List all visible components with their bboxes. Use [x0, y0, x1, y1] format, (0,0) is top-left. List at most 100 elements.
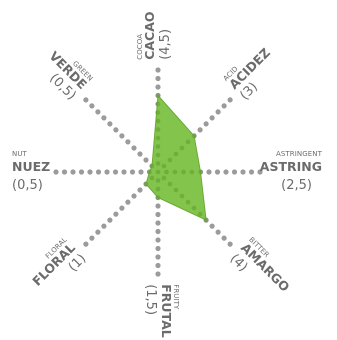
flavor-profile-area	[145, 95, 207, 221]
axis-dot-inside	[155, 118, 161, 124]
axis-dot-inside	[167, 181, 173, 187]
axis-dot-inside	[155, 93, 161, 98]
axis-dot	[143, 157, 149, 163]
axis-dot	[203, 121, 209, 127]
axis-en-label: FRUITY	[172, 284, 180, 310]
axis-dot	[155, 203, 161, 209]
axis-dot	[138, 169, 144, 175]
axis-dot	[113, 127, 119, 133]
axis-dot	[214, 169, 221, 175]
axis-dot-inside	[155, 135, 161, 141]
axis-dot	[129, 169, 136, 175]
axis-score-label: (0,5)	[12, 178, 43, 193]
axis-dot	[95, 229, 101, 235]
axis-es-label: FRUTAL	[159, 284, 174, 338]
axis-dot-inside	[185, 139, 191, 145]
axis-dot-inside	[155, 144, 161, 149]
axis-dot	[155, 67, 161, 73]
axis-dot-inside	[161, 175, 167, 181]
axis-en-label: NUT	[12, 150, 28, 158]
axis-dot	[215, 229, 221, 235]
axis-dot-inside	[147, 169, 152, 175]
axis-floral-dots	[83, 175, 155, 247]
axis-score-label: (4,5)	[158, 29, 173, 60]
axis-dot	[209, 115, 215, 121]
axis-dot-inside	[185, 199, 191, 205]
axis-dots-overlay	[143, 93, 209, 223]
axis-dot-inside	[191, 205, 197, 211]
axis-dot	[155, 84, 161, 90]
axis-dot-inside	[197, 211, 203, 217]
axis-dot	[223, 169, 229, 175]
axis-dot	[78, 169, 85, 175]
axis-nut-dots	[53, 169, 153, 175]
axis-dot	[112, 169, 119, 175]
axis-dot	[257, 169, 263, 175]
axis-dot	[197, 127, 203, 133]
axis-dot	[125, 199, 131, 205]
axis-dot-inside	[173, 151, 179, 157]
axis-dot	[131, 193, 137, 199]
axis-dot-inside	[164, 169, 169, 175]
axis-dot	[155, 75, 161, 82]
axis-dot	[95, 169, 102, 175]
axis-dot	[89, 103, 95, 109]
axis-dot	[209, 223, 215, 229]
flavor-profile-polygon	[145, 95, 207, 221]
axis-dot	[231, 169, 238, 175]
axis-dot	[248, 169, 255, 175]
axis-dot-inside	[198, 169, 203, 175]
axis-dot	[121, 169, 127, 175]
axis-dot-inside	[155, 110, 161, 115]
axis-dot	[95, 109, 101, 115]
axis-dot	[101, 223, 107, 229]
axis-dot-inside	[149, 163, 155, 169]
axis-dot	[119, 205, 125, 211]
axis-es-label: CACAO	[142, 11, 157, 59]
axis-es-label: ASTRING	[260, 159, 322, 174]
axis-dot	[131, 145, 137, 151]
axis-dot-inside	[167, 157, 173, 163]
axis-dot	[113, 211, 119, 217]
axis-es-label: NUEZ	[12, 159, 50, 174]
axis-dot	[221, 235, 227, 241]
axis-dot	[119, 133, 125, 139]
axis-score-label: (2,5)	[281, 178, 312, 193]
axis-dot	[70, 169, 76, 175]
axis-dot	[155, 262, 161, 269]
axis-dot	[155, 220, 161, 226]
axis-dot	[215, 109, 221, 115]
axis-dot	[89, 235, 95, 241]
axis-dot-inside	[161, 163, 167, 169]
axis-dot	[107, 217, 113, 223]
axis-dot-inside	[172, 169, 178, 175]
axis-dot-inside	[155, 152, 161, 158]
axis-dot-inside	[143, 181, 149, 187]
axis-green-dots	[83, 97, 155, 169]
axis-dot	[83, 97, 89, 103]
axis-dot	[107, 121, 113, 127]
axis-dot-inside	[179, 193, 185, 199]
axis-dot	[87, 169, 93, 175]
axis-dot	[104, 169, 110, 175]
axis-dot	[137, 187, 143, 193]
axis-dot-inside	[203, 217, 209, 223]
axis-dot	[227, 241, 233, 247]
axis-dot	[240, 169, 246, 175]
axis-dot-inside	[155, 161, 161, 166]
axis-dot-inside	[155, 195, 161, 200]
axis-dot-inside	[155, 101, 161, 107]
axis-dot	[137, 151, 143, 157]
axis-en-label: ASTRINGENT	[276, 150, 323, 158]
axis-dot	[155, 228, 161, 235]
axis-dot	[155, 254, 161, 260]
axis-dot	[227, 97, 233, 103]
axis-en-label: COCOA	[136, 34, 144, 60]
